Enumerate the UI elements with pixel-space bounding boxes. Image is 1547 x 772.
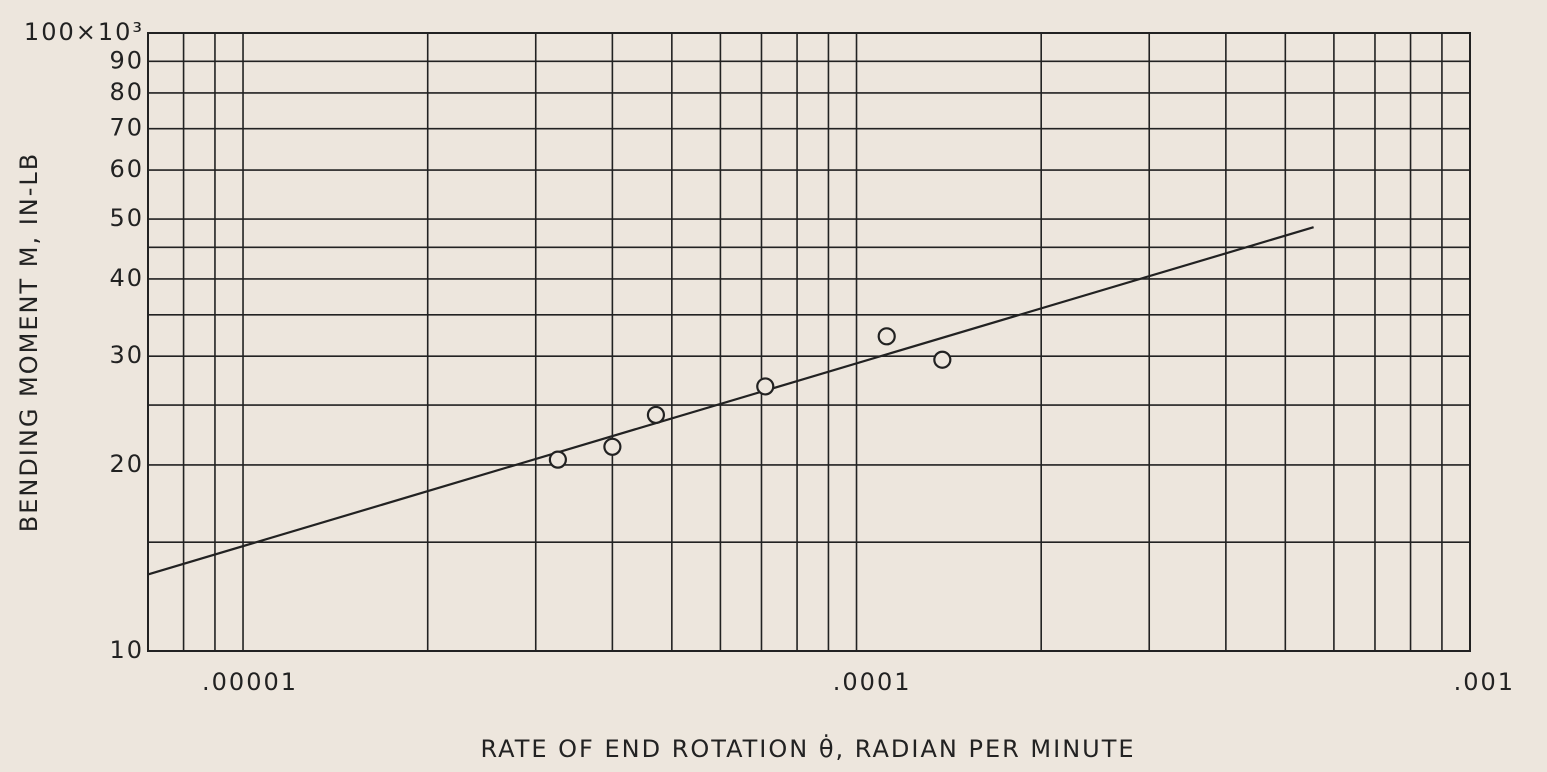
y-tick-label: 10 (109, 636, 144, 664)
y-tick-label: 60 (109, 155, 144, 183)
x-tick-label: .0001 (833, 668, 912, 696)
y-tick-label: 50 (109, 204, 144, 232)
y-tick-label: 40 (109, 264, 144, 292)
data-point (548, 450, 567, 469)
y-tick-label: 90 (109, 46, 144, 74)
y-axis-label: BENDING MOMENT M, IN-LB (15, 152, 43, 533)
x-tick-label: .001 (1454, 668, 1515, 696)
y-tick-label: 70 (109, 114, 144, 142)
data-point (933, 350, 952, 369)
data-point (756, 377, 775, 396)
y-tick-label: 80 (109, 78, 144, 106)
y-tick-label: 20 (109, 450, 144, 478)
x-tick-label: .00001 (202, 668, 298, 696)
data-point (877, 327, 896, 346)
y-tick-label: 30 (109, 341, 144, 369)
y-tick-label: 100×10³ (24, 18, 144, 46)
data-point (646, 405, 666, 425)
x-axis-label: RATE OF END ROTATION θ̇, RADIAN PER MINU… (480, 734, 1135, 763)
data-point (603, 437, 622, 456)
fit-line (147, 226, 1314, 576)
plot-frame (147, 32, 1471, 652)
